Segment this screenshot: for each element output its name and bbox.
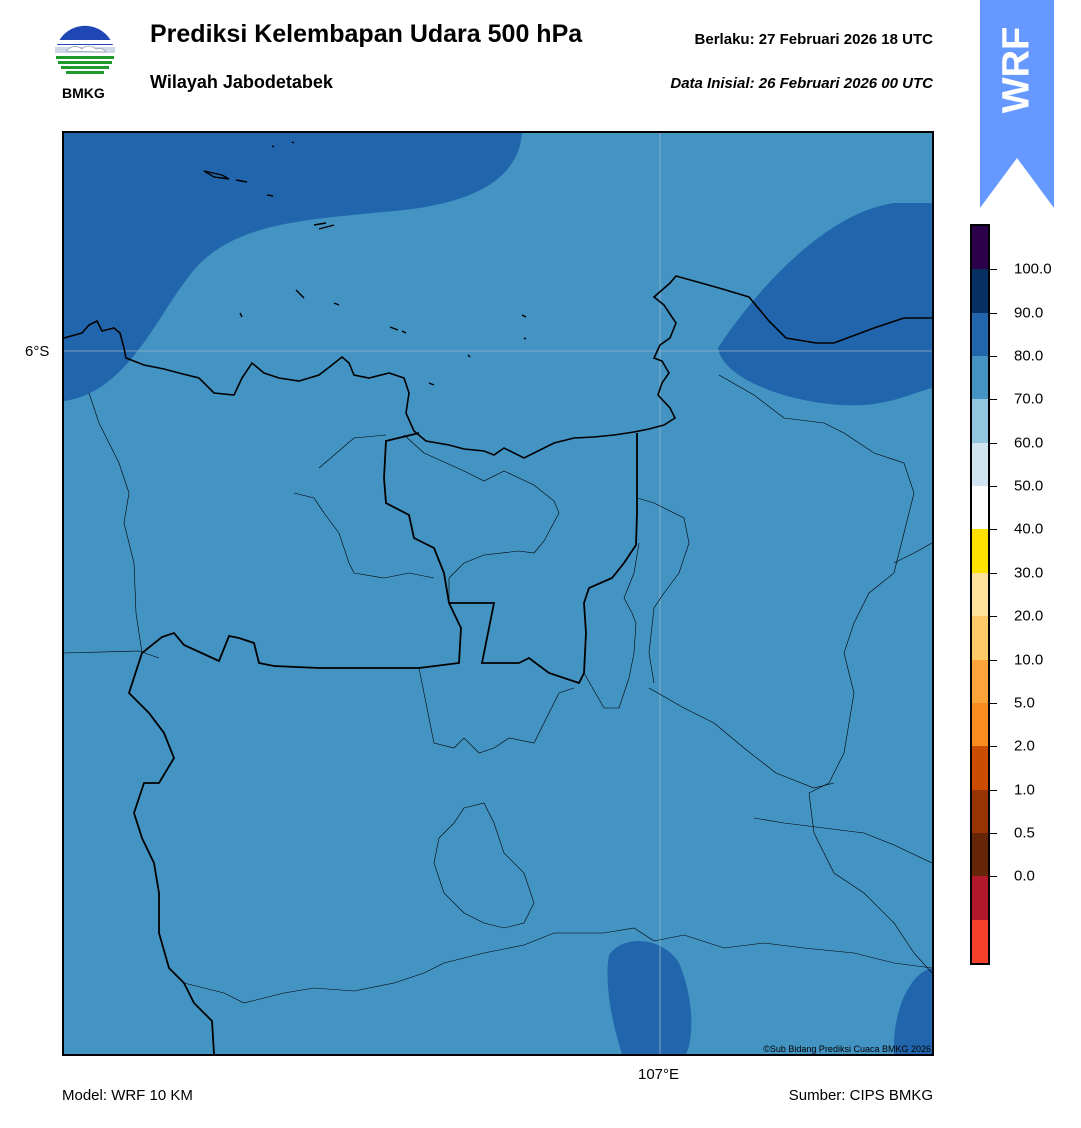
model-label: Model: WRF 10 KM <box>62 1087 193 1104</box>
humidity-map <box>64 133 932 1054</box>
colorbar-segment <box>972 572 988 617</box>
copyright-note: ©Sub Bidang Prediksi Cuaca BMKG 2026 <box>763 1044 931 1054</box>
colorbar-tick-label: 1.0 <box>1014 781 1035 799</box>
colorbar-segment <box>972 832 988 877</box>
humidity-80-90-area-east <box>718 203 932 406</box>
wrf-badge: WRF <box>980 0 1054 210</box>
colorbar-segment <box>972 356 988 400</box>
bmkg-logo-icon <box>55 23 115 83</box>
colorbar-segment <box>972 876 988 921</box>
wrf-badge-label: WRF <box>995 26 1038 114</box>
regency-boundaries <box>64 374 932 1004</box>
colorbar-tick-mark <box>990 269 997 271</box>
lon-label: 107°E <box>638 1066 680 1083</box>
init-time: Data Inisial: 26 Februari 2026 00 UTC <box>670 75 933 92</box>
colorbar-tick-label: 40.0 <box>1014 520 1044 538</box>
colorbar-tick-label: 100.0 <box>1014 260 1052 278</box>
colorbar-tick-label: 30.0 <box>1014 564 1044 582</box>
colorbar-tick-mark <box>990 789 997 791</box>
lat-label: 6°S <box>25 343 50 360</box>
colorbar-segment <box>972 226 988 270</box>
source-label: Sumber: CIPS BMKG <box>788 1087 933 1104</box>
humidity-80-90-area-north <box>64 133 522 401</box>
colorbar-segment <box>972 529 988 574</box>
colorbar-tick-mark <box>990 572 997 574</box>
map-title: Prediksi Kelembapan Udara 500 hPa <box>150 20 583 48</box>
colorbar-tick-mark <box>990 746 997 748</box>
colorbar-tick-mark <box>990 832 997 834</box>
colorbar-tick-label: 20.0 <box>1014 607 1044 625</box>
logo-text: BMKG <box>62 85 105 101</box>
colorbar-tick-label: 70.0 <box>1014 390 1044 408</box>
colorbar-tick-label: 5.0 <box>1014 694 1035 712</box>
humidity-80-90-area-south <box>607 941 692 1054</box>
colorbar-segment <box>972 659 988 704</box>
colorbar-tick-mark <box>990 399 997 401</box>
colorbar-segment <box>972 616 988 661</box>
colorbar-tick-label: 80.0 <box>1014 347 1044 365</box>
colorbar-tick-label: 0.0 <box>1014 867 1035 885</box>
colorbar-tick-label: 2.0 <box>1014 737 1035 755</box>
colorbar-tick-mark <box>990 486 997 488</box>
colorbar-tick-mark <box>990 659 997 661</box>
humidity-80-90-area-southeast <box>893 968 932 1054</box>
colorbar-segment <box>972 399 988 444</box>
colorbar-segment <box>972 486 988 530</box>
colorbar-tick-mark <box>990 702 997 704</box>
coastline <box>64 275 932 459</box>
colorbar-tick-mark <box>990 312 997 314</box>
colorbar-tick-mark <box>990 442 997 444</box>
colorbar-tick-mark <box>990 876 997 878</box>
colorbar-segment <box>972 919 988 964</box>
colorbar-tick-label: 50.0 <box>1014 477 1044 495</box>
islands <box>203 141 527 386</box>
colorbar-segment <box>972 746 988 791</box>
map-panel <box>62 131 934 1056</box>
colorbar-segment <box>972 702 988 747</box>
colorbar-tick-mark <box>990 356 997 358</box>
map-subtitle: Wilayah Jabodetabek <box>150 72 333 92</box>
valid-time: Berlaku: 27 Februari 2026 18 UTC <box>694 31 933 48</box>
colorbar-tick-mark <box>990 616 997 618</box>
colorbar-tick-label: 60.0 <box>1014 434 1044 452</box>
colorbar-tick-label: 90.0 <box>1014 304 1044 322</box>
colorbar-tick-label: 0.5 <box>1014 824 1035 842</box>
colorbar-segment <box>972 789 988 834</box>
colorbar-segment <box>972 442 988 487</box>
colorbar-segment <box>972 269 988 314</box>
colorbar-segment <box>972 312 988 357</box>
colorbar <box>970 224 990 965</box>
colorbar-tick-mark <box>990 529 997 531</box>
colorbar-tick-label: 10.0 <box>1014 651 1044 669</box>
